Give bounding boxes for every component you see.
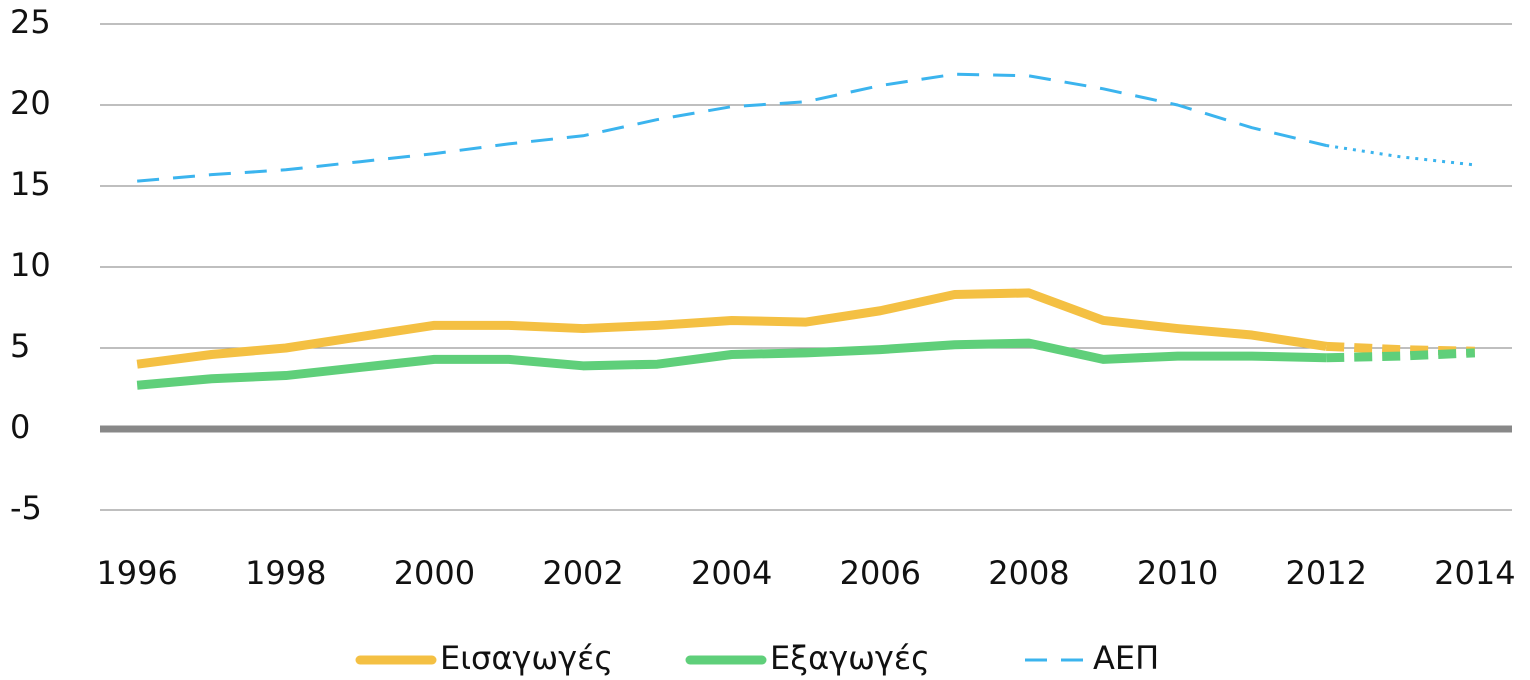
- x-tick-label: 2010: [1137, 554, 1218, 592]
- projected-line: [1326, 348, 1476, 363]
- x-tick-label: 2004: [691, 554, 772, 592]
- y-tick-label: 20: [10, 84, 51, 122]
- x-tick-label: 1998: [245, 554, 326, 592]
- y-tick-label: 15: [10, 165, 51, 203]
- y-tick-label: 5: [10, 327, 30, 365]
- projected-line: [1325, 144, 1476, 167]
- x-tick-label: 1996: [96, 554, 177, 592]
- y-tick-label: 25: [10, 3, 51, 41]
- series-line: [136, 288, 1327, 369]
- x-tick-label: 2002: [542, 554, 623, 592]
- x-tick-label: 2012: [1285, 554, 1366, 592]
- y-tick-label: 10: [10, 246, 51, 284]
- x-tick-label: 2006: [840, 554, 921, 592]
- series-line: [137, 72, 1327, 183]
- x-tick-label: 2014: [1434, 554, 1515, 592]
- legend-label: Εξαγωγές: [770, 639, 930, 677]
- y-tick-label: 0: [10, 408, 30, 446]
- legend-label: ΑΕΠ: [1093, 639, 1159, 677]
- x-tick-label: 2008: [988, 554, 1069, 592]
- y-tick-label: -5: [10, 489, 42, 527]
- x-tick-label: 2000: [394, 554, 475, 592]
- series-line: [136, 338, 1327, 390]
- legend-label: Εισαγωγές: [440, 639, 613, 677]
